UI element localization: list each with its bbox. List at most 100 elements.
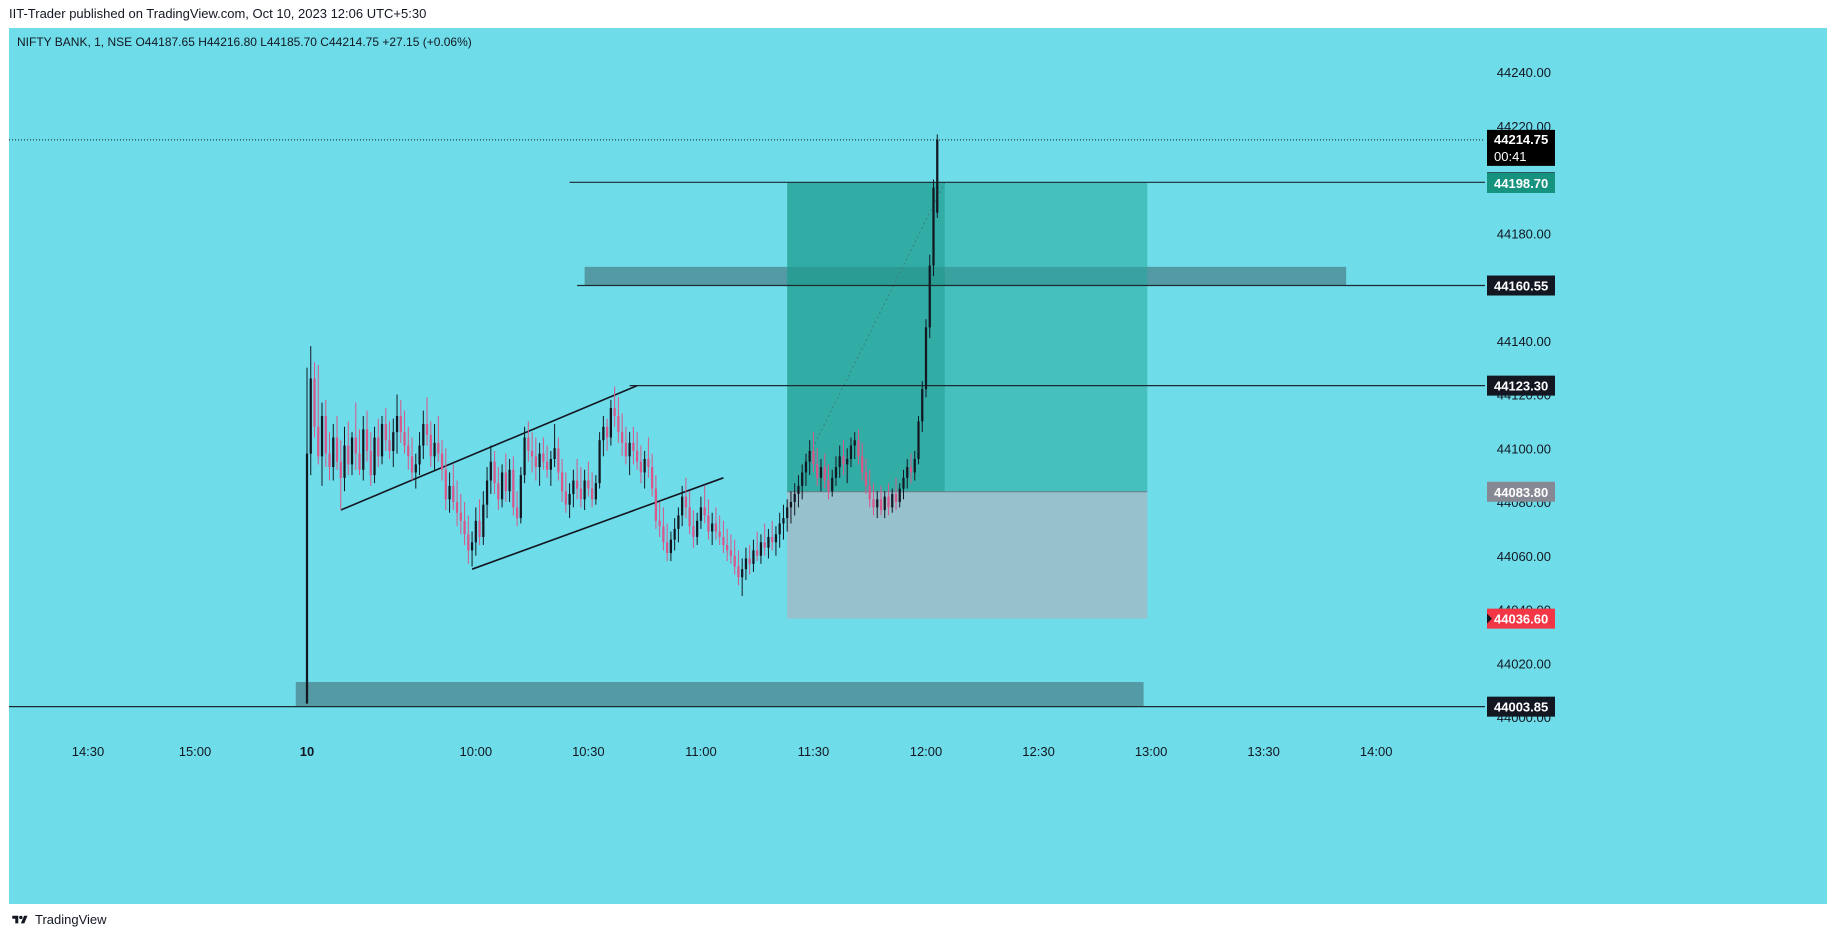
candle: [924, 319, 928, 398]
tradingview-logo-icon: [12, 915, 28, 923]
candle-body: [354, 437, 357, 454]
candle: [819, 459, 823, 492]
candle: [515, 491, 519, 527]
candle: [643, 450, 646, 489]
candle: [467, 515, 470, 564]
candle: [827, 464, 830, 500]
candle-body: [711, 523, 714, 532]
candle-body: [493, 461, 496, 484]
candle-body: [583, 480, 586, 500]
candle: [440, 440, 444, 481]
chart-area[interactable]: 44240.0044220.0044180.0044140.0044120.00…: [9, 28, 1827, 904]
y-tick-label: 44020.00: [1497, 656, 1551, 671]
candle-body: [328, 453, 331, 468]
candle-body: [849, 445, 853, 459]
candle-body: [365, 429, 369, 451]
candle: [444, 448, 447, 511]
price-label: 44160.55: [1494, 279, 1548, 294]
candle-body: [347, 445, 350, 465]
candlestick-chart[interactable]: 44240.0044220.0044180.0044140.0044120.00…: [9, 28, 1827, 904]
candle-body: [440, 453, 444, 470]
candle: [864, 459, 868, 494]
price-label-bg: [1487, 375, 1555, 396]
candle: [887, 483, 890, 516]
candle: [328, 432, 331, 481]
candle-body: [504, 472, 507, 492]
candle: [632, 426, 635, 465]
candle-body: [433, 442, 436, 457]
candle: [778, 512, 781, 548]
candle: [602, 416, 605, 457]
candle-body: [553, 448, 556, 459]
candle-body: [512, 469, 515, 508]
candle: [786, 499, 789, 532]
candle: [590, 472, 594, 508]
candle: [846, 448, 849, 484]
candle-body: [613, 407, 616, 416]
candle-body: [677, 515, 680, 529]
candle: [504, 453, 507, 502]
candle: [429, 421, 432, 468]
candle: [823, 453, 826, 489]
price-label: 44123.30: [1494, 379, 1548, 394]
candle: [579, 467, 582, 508]
candle: [399, 399, 402, 443]
lower-demand-zone: [295, 682, 1144, 707]
candle-body: [313, 378, 316, 427]
candle-body: [549, 459, 552, 470]
current-price-label: 44214.75: [1494, 132, 1548, 147]
candle-body: [688, 507, 691, 527]
candle: [414, 453, 417, 489]
candle-body: [714, 523, 718, 532]
candle: [677, 507, 680, 543]
candle-body: [542, 453, 545, 462]
candle-body: [729, 550, 733, 556]
candle-body: [692, 526, 695, 537]
candle: [651, 453, 654, 497]
candle: [699, 496, 703, 529]
candle: [711, 512, 714, 545]
candle-body: [786, 507, 789, 519]
candle-body: [534, 456, 537, 468]
x-tick-label: 11:30: [798, 744, 830, 759]
candle: [317, 364, 320, 465]
price-label-bg: [1487, 696, 1555, 717]
candle-body: [823, 467, 826, 481]
candle: [861, 442, 864, 481]
candle-body: [771, 536, 774, 543]
candle: [324, 399, 327, 468]
candle: [549, 450, 552, 486]
candle-body: [752, 550, 755, 564]
candle-body: [812, 450, 815, 465]
candle: [921, 381, 924, 433]
candle-body: [651, 467, 654, 489]
candle-body: [474, 520, 477, 543]
candle: [669, 531, 673, 562]
candle-body: [590, 488, 594, 500]
candle-body: [609, 407, 612, 438]
candle-body: [594, 483, 597, 500]
candle: [407, 426, 410, 470]
candle: [744, 547, 748, 580]
candle-body: [887, 496, 890, 508]
candle-body: [572, 480, 575, 494]
zones-layer: [295, 266, 1347, 707]
candle-body: [636, 450, 639, 462]
candle-body: [872, 499, 875, 508]
candle-body: [928, 265, 931, 328]
candle-body: [894, 493, 898, 502]
candle-body: [898, 488, 901, 502]
candle: [752, 539, 755, 572]
candle: [722, 520, 725, 554]
candle-body: [557, 448, 560, 473]
candle-body: [819, 467, 823, 478]
candle: [628, 432, 631, 476]
candle-body: [909, 467, 913, 473]
candle: [763, 523, 766, 556]
candle: [636, 432, 639, 470]
profit-zone: [787, 182, 1148, 492]
candle-body: [377, 437, 380, 457]
x-tick-label: 10: [300, 744, 314, 759]
candle-body: [384, 424, 387, 441]
candle: [354, 402, 357, 470]
